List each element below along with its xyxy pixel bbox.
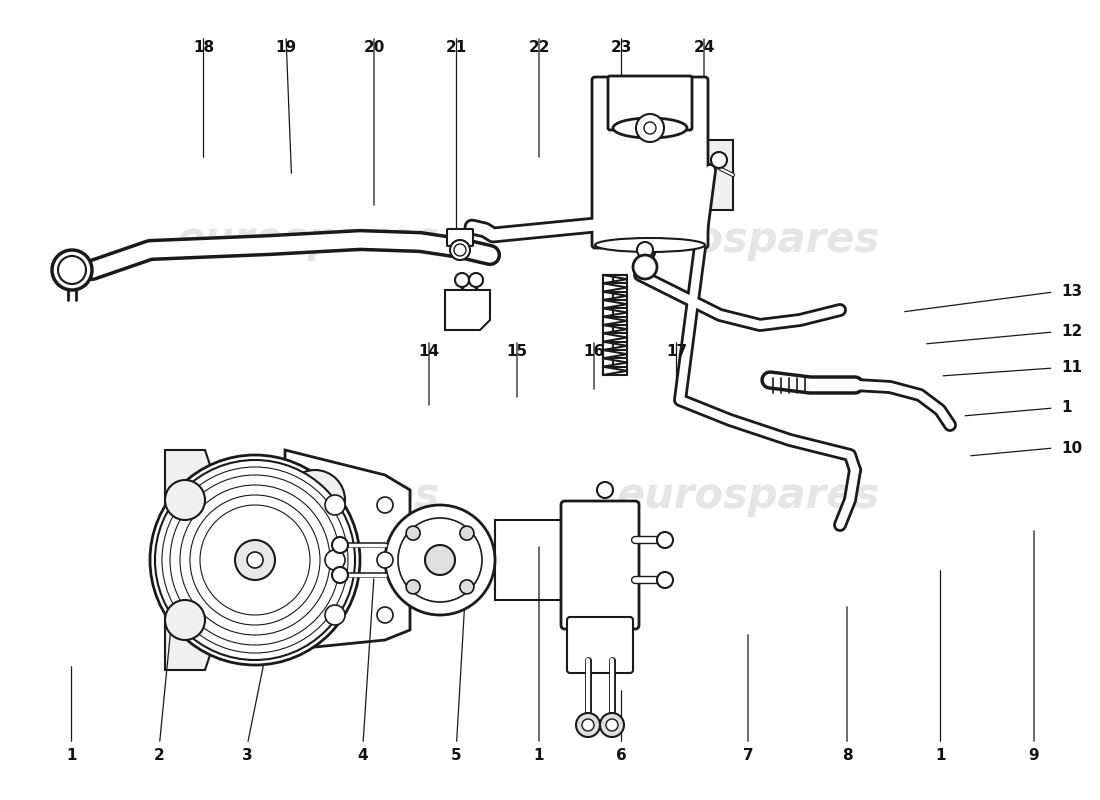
Text: 20: 20 xyxy=(363,41,385,55)
Text: 22: 22 xyxy=(528,41,550,55)
Circle shape xyxy=(637,242,653,258)
Circle shape xyxy=(406,526,420,540)
Ellipse shape xyxy=(595,238,705,252)
Text: 8: 8 xyxy=(842,749,852,763)
Circle shape xyxy=(644,122,656,134)
Circle shape xyxy=(582,719,594,731)
FancyBboxPatch shape xyxy=(447,229,473,246)
Text: 11: 11 xyxy=(1062,361,1082,375)
Text: eurospares: eurospares xyxy=(616,475,880,517)
Circle shape xyxy=(657,572,673,588)
Polygon shape xyxy=(446,290,490,330)
Circle shape xyxy=(377,497,393,513)
Circle shape xyxy=(324,550,345,570)
Text: 6: 6 xyxy=(616,749,627,763)
Text: 1: 1 xyxy=(66,749,77,763)
Circle shape xyxy=(657,532,673,548)
Circle shape xyxy=(52,250,92,290)
Text: 9: 9 xyxy=(1028,749,1040,763)
Ellipse shape xyxy=(613,118,688,138)
Circle shape xyxy=(332,537,348,553)
Text: 5: 5 xyxy=(451,749,462,763)
Circle shape xyxy=(377,552,393,568)
Text: 1: 1 xyxy=(1062,401,1072,415)
Text: 15: 15 xyxy=(506,345,528,359)
FancyBboxPatch shape xyxy=(592,77,708,248)
Text: 14: 14 xyxy=(418,345,440,359)
FancyBboxPatch shape xyxy=(608,76,692,130)
Circle shape xyxy=(454,244,466,256)
Circle shape xyxy=(469,273,483,287)
Text: 10: 10 xyxy=(1062,441,1082,455)
Circle shape xyxy=(576,713,600,737)
Text: eurospares: eurospares xyxy=(176,219,440,261)
Circle shape xyxy=(302,572,338,608)
Text: eurospares: eurospares xyxy=(616,219,880,261)
Circle shape xyxy=(324,605,345,625)
Circle shape xyxy=(606,719,618,731)
Text: 23: 23 xyxy=(610,41,632,55)
Text: 3: 3 xyxy=(242,749,253,763)
Text: 1: 1 xyxy=(534,749,544,763)
Circle shape xyxy=(150,455,360,665)
Circle shape xyxy=(450,240,470,260)
Text: 17: 17 xyxy=(666,345,688,359)
Circle shape xyxy=(332,567,348,583)
Circle shape xyxy=(58,256,86,284)
Circle shape xyxy=(165,480,205,520)
Circle shape xyxy=(636,114,664,142)
FancyBboxPatch shape xyxy=(561,501,639,629)
Text: 16: 16 xyxy=(583,345,605,359)
Text: 24: 24 xyxy=(693,41,715,55)
Circle shape xyxy=(155,460,355,660)
Text: 12: 12 xyxy=(1062,325,1082,339)
Polygon shape xyxy=(495,520,565,600)
Text: 4: 4 xyxy=(358,749,368,763)
Polygon shape xyxy=(285,450,410,650)
Text: 18: 18 xyxy=(192,41,215,55)
Text: 13: 13 xyxy=(1062,285,1082,299)
Circle shape xyxy=(711,152,727,168)
FancyBboxPatch shape xyxy=(566,617,632,673)
Circle shape xyxy=(285,470,345,530)
Circle shape xyxy=(600,713,624,737)
Text: 1: 1 xyxy=(935,749,946,763)
Polygon shape xyxy=(705,140,733,210)
Text: 7: 7 xyxy=(742,749,754,763)
Text: eurospares: eurospares xyxy=(176,475,440,517)
Circle shape xyxy=(460,580,474,594)
Circle shape xyxy=(385,505,495,615)
Circle shape xyxy=(460,526,474,540)
Circle shape xyxy=(398,518,482,602)
Circle shape xyxy=(324,495,345,515)
Circle shape xyxy=(425,545,455,575)
Circle shape xyxy=(248,552,263,568)
Text: 21: 21 xyxy=(446,41,468,55)
Text: 2: 2 xyxy=(154,749,165,763)
Circle shape xyxy=(377,607,393,623)
Circle shape xyxy=(406,580,420,594)
Text: 19: 19 xyxy=(275,41,297,55)
Circle shape xyxy=(165,600,205,640)
Circle shape xyxy=(455,273,469,287)
Circle shape xyxy=(235,540,275,580)
Polygon shape xyxy=(165,450,214,670)
Circle shape xyxy=(597,482,613,498)
Circle shape xyxy=(632,255,657,279)
